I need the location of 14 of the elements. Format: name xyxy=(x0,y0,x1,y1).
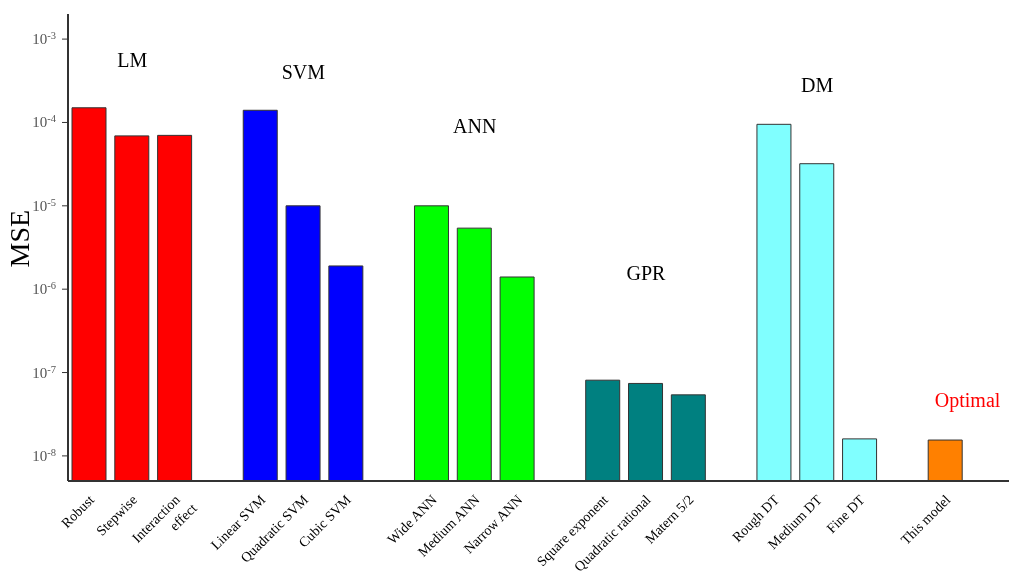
annotation: DM xyxy=(800,73,835,98)
y-tick-label: 10$^{-5}$ xyxy=(32,196,56,214)
y-axis-title: MSE xyxy=(3,209,35,268)
annotation: LM xyxy=(116,48,149,73)
y-tick-label: 10$^{-4}$ xyxy=(32,112,57,131)
y-tick-label: 10$^{-7}$ xyxy=(32,363,56,381)
y-tick-label: 10$^{-8}$ xyxy=(32,446,56,464)
x-tick-label: Fine DT xyxy=(823,491,869,537)
annotation: SVM xyxy=(280,60,327,85)
annotation: Optimal xyxy=(933,388,1002,413)
y-tick-label: 10$^{-6}$ xyxy=(32,279,56,298)
annotation: ANN xyxy=(452,114,498,139)
annotation: GPR xyxy=(625,261,667,286)
y-tick-label: 10$^{-3}$ xyxy=(32,29,56,48)
